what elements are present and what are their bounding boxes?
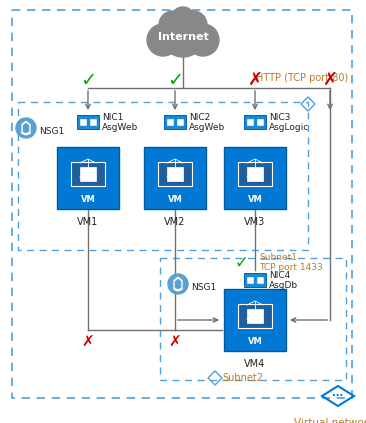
Text: AsgLogic: AsgLogic [269,123,309,132]
Bar [167,167,183,181]
Bar [247,309,263,323]
Bar [257,277,263,283]
Bar [238,304,272,328]
Text: HTTP (TCP port 80): HTTP (TCP port 80) [256,73,348,83]
Text: ✓: ✓ [167,71,183,90]
Bar [257,119,263,125]
Bar [177,119,183,125]
Bar [158,162,192,186]
Bar [77,115,99,129]
Text: ···: ··· [332,391,344,401]
Bar [247,277,253,283]
Polygon shape [173,276,183,292]
Text: VM1: VM1 [77,217,98,227]
Bar [144,147,206,209]
Bar [80,119,86,125]
Polygon shape [175,279,181,289]
Polygon shape [23,123,29,133]
Text: Internet: Internet [158,32,208,42]
Text: Subnet2: Subnet2 [222,373,263,383]
Circle shape [171,7,195,31]
Text: ✗: ✗ [82,335,94,349]
Text: VM2: VM2 [164,217,186,227]
Text: VM: VM [248,195,262,204]
Text: AsgWeb: AsgWeb [102,123,138,132]
Text: NIC4: NIC4 [269,272,290,280]
Bar [244,115,266,129]
Bar [247,167,263,181]
Bar [167,119,173,125]
Circle shape [179,11,207,39]
Text: ✓: ✓ [234,254,248,272]
Bar [80,167,96,181]
Text: VM: VM [81,195,96,204]
Circle shape [161,13,205,57]
Text: ✗: ✗ [169,335,182,349]
Bar [57,147,119,209]
Circle shape [168,274,188,294]
Text: NIC1: NIC1 [102,113,123,123]
Bar [160,258,346,380]
Text: Virtual network: Virtual network [294,418,366,423]
Circle shape [16,118,36,138]
Bar [164,115,186,129]
Circle shape [147,24,179,56]
Circle shape [159,11,187,39]
Text: NSG1: NSG1 [191,283,216,291]
Polygon shape [21,120,31,136]
Text: TCP port 1433: TCP port 1433 [259,264,323,272]
Bar [238,162,272,186]
Text: AsgWeb: AsgWeb [189,123,225,132]
Text: VM: VM [168,195,182,204]
Text: ✗: ✗ [247,71,262,89]
Bar [90,119,96,125]
Text: VM4: VM4 [244,359,266,369]
Text: NIC3: NIC3 [269,113,290,123]
Text: Subnet1: Subnet1 [259,253,297,263]
Text: ✗: ✗ [322,71,337,89]
Bar [71,162,105,186]
Bar [224,147,286,209]
Bar [244,273,266,287]
Text: VM3: VM3 [244,217,266,227]
Text: NSG1: NSG1 [39,126,64,135]
Text: NIC2: NIC2 [189,113,210,123]
Text: VM: VM [248,338,262,346]
Bar [247,119,253,125]
Text: AsgDb: AsgDb [269,280,298,289]
Bar [224,289,286,351]
Bar [18,102,308,250]
Circle shape [187,24,219,56]
Text: ✓: ✓ [80,71,96,90]
